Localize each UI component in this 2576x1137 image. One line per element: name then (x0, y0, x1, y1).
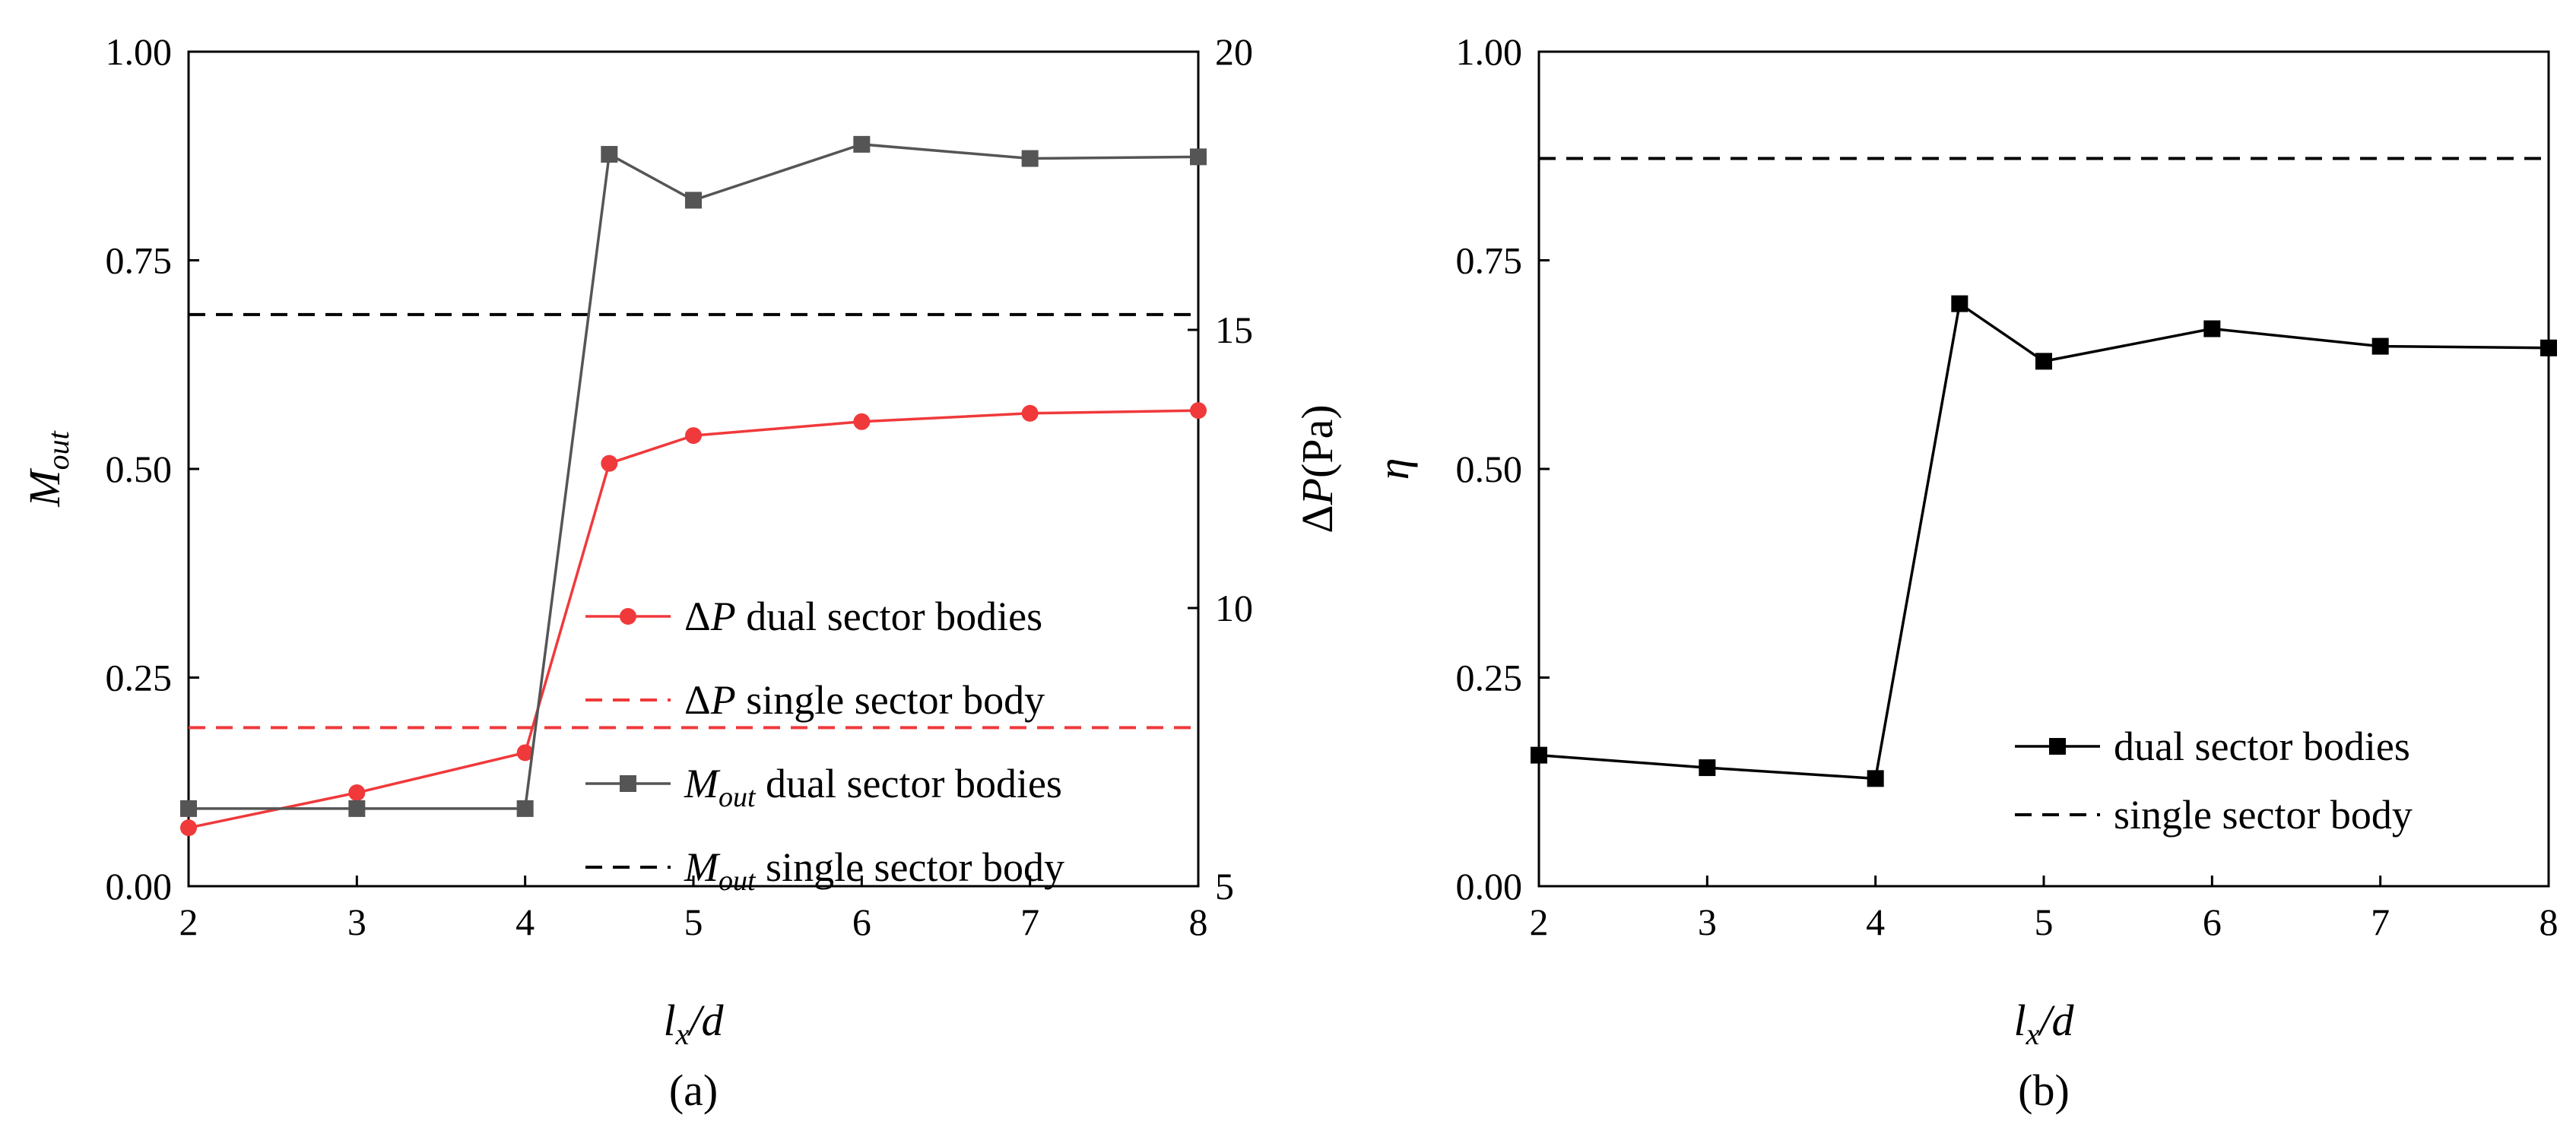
a-y-tick-label: 0.75 (106, 239, 173, 282)
a-series-dp-dual-point (1021, 404, 1039, 422)
a-legend-entry-label: ΔP dual sector bodies (684, 594, 1042, 639)
a-series-mout-dual-point (1021, 150, 1039, 167)
b-x-tick-label: 7 (2371, 901, 2390, 943)
a-y-tick-label: 0.50 (106, 448, 173, 490)
panel-a: 2 3 4 5 6 7 8 0.00 0.25 0.50 0.75 1.00 5 10 15 20 Mout ΔP… (20, 30, 1342, 1115)
a-legend-entry-label: ΔP single sector body (684, 677, 1045, 723)
b-series-dual-line (1538, 301, 2549, 781)
b-y-tick-label: 0.75 (1456, 239, 1523, 282)
a-series-mout-dual-point (685, 192, 702, 209)
a-series-dp-dual-point (516, 744, 534, 762)
a-y-left-label: Mout (20, 430, 75, 507)
a-series-mout-dual (180, 135, 1207, 817)
b-legend: dual sector bodies single sector body (2015, 724, 2413, 838)
b-series-dual-point (1531, 746, 1547, 764)
b-x-tick-label: 6 (2203, 901, 2222, 943)
a-x-tick-label: 4 (516, 901, 535, 943)
b-y-tick-label: 0.00 (1456, 865, 1523, 907)
b-legend-entry-swatch-marker (2049, 738, 2066, 755)
a-legend-entry: Mout single sector body (585, 844, 1064, 897)
a-x-tick-label: 3 (347, 901, 366, 943)
b-series-dual-point (2035, 353, 2052, 370)
a-x-tick-label: 8 (1189, 901, 1208, 943)
b-legend-entry: dual sector bodies (2015, 724, 2410, 769)
b-x-label: lx/d (2013, 996, 2074, 1051)
a-x-tick-label: 6 (852, 901, 871, 943)
a-series-mout-dual-point (601, 146, 618, 163)
b-y-tick-label: 1.00 (1456, 30, 1523, 73)
b-series-dual-point (2203, 320, 2221, 337)
a-y-tick-label: 0.00 (106, 865, 173, 907)
a-caption: (a) (669, 1066, 718, 1115)
a-series-dp-dual-line (188, 409, 1199, 829)
b-series-dual-point (2371, 337, 2389, 355)
a-series-dp-dual-point (1190, 402, 1207, 420)
a-legend-entry-label: Mout dual sector bodies (684, 761, 1062, 813)
a-series-mout-dual-point (180, 800, 197, 817)
a-x-label: lx/d (663, 996, 724, 1051)
a-y-right-tick-label: 10 (1215, 587, 1253, 629)
a-y-tick-label: 1.00 (106, 30, 173, 73)
a-series-dp-dual-point (853, 413, 871, 430)
b-series-dual-point (1867, 770, 1884, 787)
panel-b: 2 3 4 5 6 7 8 0.00 0.25 0.50 0.75 1.00 η lx/d (b) dual … (1369, 30, 2559, 1115)
a-y-right-tick-label: 15 (1215, 309, 1253, 351)
a-y-right-label: ΔP(Pa) (1293, 404, 1342, 533)
a-y-right-tick-label: 20 (1215, 30, 1253, 73)
a-legend-entry-swatch-marker (620, 608, 636, 625)
b-series-dual-point (1951, 295, 1968, 312)
b-legend-entry-label: dual sector bodies (2114, 724, 2410, 769)
b-series-dual (1531, 295, 2557, 787)
a-series-mout-dual-point (348, 800, 366, 817)
a-series-dp-dual-point (348, 784, 366, 802)
a-legend-entry: Mout dual sector bodies (585, 761, 1062, 813)
a-y-tick-label: 0.25 (106, 657, 173, 699)
a-series-mout-dual-point (516, 800, 534, 817)
a-series-mout-dual-point (1190, 148, 1207, 166)
a-legend-entry: ΔP dual sector bodies (585, 594, 1042, 639)
a-legend-entry-swatch-marker (620, 775, 636, 792)
b-y-label: η (1369, 458, 1418, 480)
a-series-dp-dual-point (601, 454, 618, 472)
b-y-tick-label: 0.25 (1456, 657, 1523, 699)
b-caption: (b) (2018, 1066, 2070, 1115)
b-legend-entry: single sector body (2015, 792, 2413, 838)
b-x-tick-label: 3 (1698, 901, 1717, 943)
a-x-tick-label: 7 (1020, 901, 1039, 943)
a-series-mout-dual-line (189, 143, 1199, 810)
b-series-dual-point (1699, 759, 1716, 777)
a-y-right-tick-label: 5 (1215, 865, 1234, 907)
a-series-dp-dual (180, 402, 1207, 837)
a-series-mout-dual-point (853, 135, 871, 153)
a-legend: ΔP dual sector bodies ΔP single sector bo… (585, 594, 1064, 897)
b-x-tick-label: 5 (2035, 901, 2054, 943)
b-x-tick-label: 4 (1866, 901, 1885, 943)
a-x-tick-label: 2 (179, 901, 198, 943)
b-legend-entry-label: single sector body (2114, 792, 2413, 838)
a-series-dp-dual-point (685, 427, 702, 445)
b-y-tick-label: 0.50 (1456, 448, 1523, 490)
a-legend-entry: ΔP single sector body (585, 677, 1045, 723)
a-x-tick-label: 5 (684, 901, 703, 943)
b-x-tick-label: 8 (2540, 901, 2559, 943)
a-series-dp-dual-point (180, 819, 197, 837)
b-series-dual-point (2540, 339, 2557, 356)
a-legend-entry-label: Mout single sector body (684, 844, 1064, 897)
b-x-tick-label: 2 (1530, 901, 1549, 943)
